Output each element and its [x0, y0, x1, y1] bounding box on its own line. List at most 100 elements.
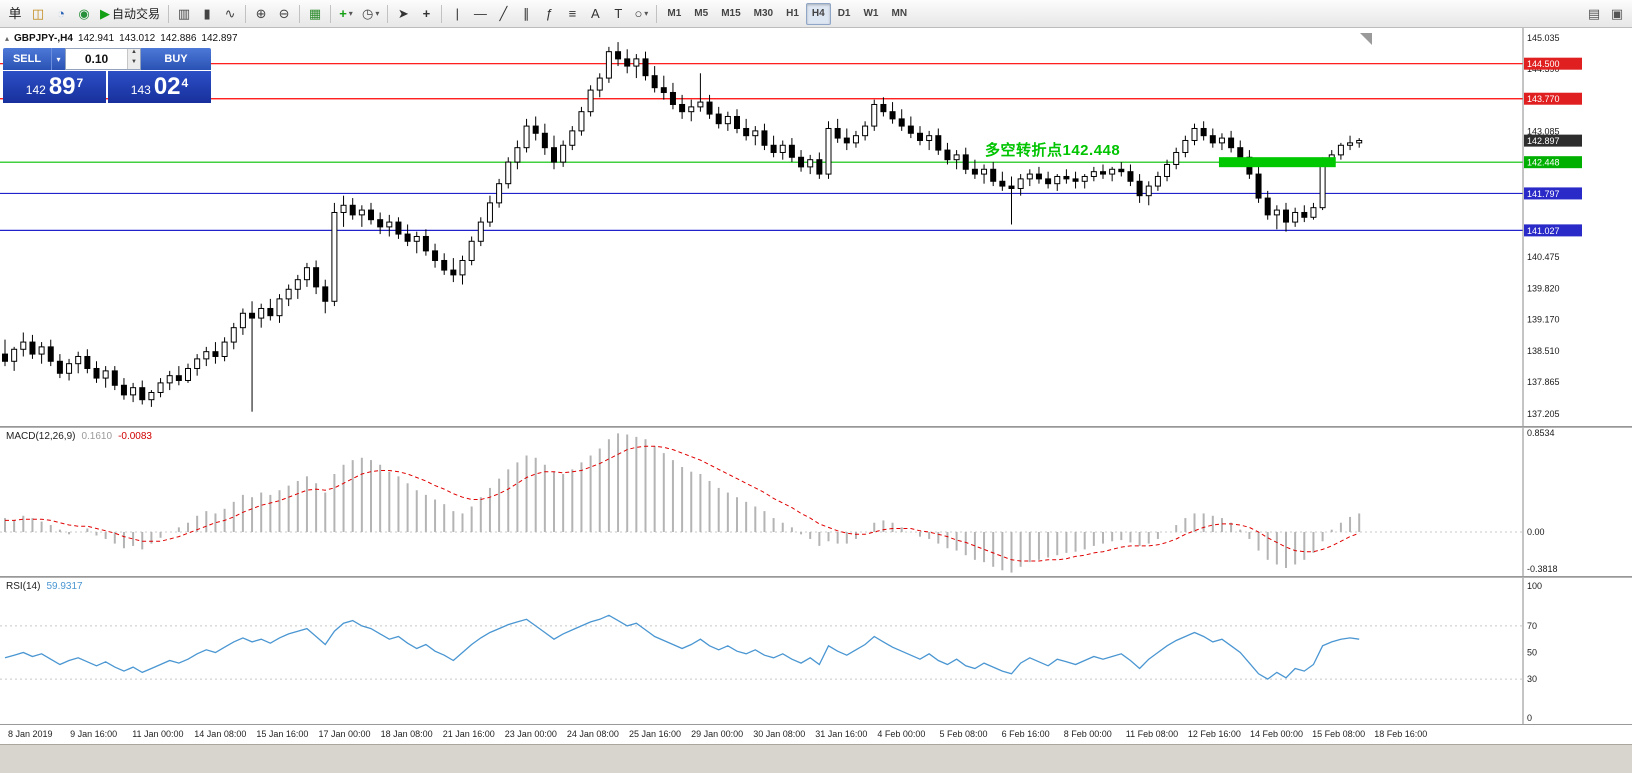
svg-text:143.085: 143.085 — [1527, 127, 1560, 137]
tf-m5-button[interactable]: M5 — [688, 3, 714, 25]
arrows-icon-glyph: ○ — [634, 6, 643, 21]
bid-prefix: 142 — [25, 83, 46, 97]
svg-text:137.865: 137.865 — [1527, 377, 1560, 387]
new-order-button[interactable]: 单 — [4, 3, 26, 25]
toolbar-separator — [168, 4, 170, 23]
time-axis-label: 8 Feb 00:00 — [1063, 729, 1112, 739]
macd-canvas[interactable]: 0.8534 0.00 -0.3818 — [0, 428, 1632, 576]
price-level-badge[interactable]: 144.500 — [1524, 57, 1582, 70]
strategy-tester-icon[interactable]: ◉ — [73, 3, 95, 25]
charts-window-icon[interactable]: ◫ — [27, 3, 49, 25]
price-level-badge[interactable]: 142.448 — [1524, 156, 1582, 169]
price-level-badge[interactable]: 141.027 — [1524, 224, 1582, 237]
ohlc-high: 143.012 — [119, 33, 156, 44]
chart-properties-icon[interactable]: ▣ — [1606, 3, 1628, 25]
indicators-icon[interactable]: + ▾ — [335, 3, 357, 25]
arrows-icon[interactable]: ○ ▾ — [630, 3, 652, 25]
scroll-marker-icon[interactable] — [1360, 33, 1372, 45]
chevron-down-icon: ▾ — [644, 9, 649, 18]
zoom-out-icon-glyph: ⊖ — [278, 6, 290, 21]
bid-price-display[interactable]: 142 89 7 — [3, 71, 106, 103]
panel-splitter[interactable] — [0, 426, 1632, 428]
charts-window-icon-glyph: ◫ — [31, 6, 45, 21]
trendline-icon[interactable]: ╱ — [492, 3, 514, 25]
indicators-icon-glyph: + — [339, 6, 347, 21]
tf-w1-button[interactable]: W1 — [857, 3, 884, 25]
market-watch-icon[interactable]: ◔ — [50, 3, 72, 25]
panel-splitter[interactable] — [0, 576, 1632, 578]
tf-h4-button[interactable]: H4 — [805, 2, 831, 25]
ask-price-display[interactable]: 143 02 4 — [108, 71, 211, 103]
price-chart-canvas[interactable]: 145.035144.390143.085140.475139.820139.1… — [0, 28, 1632, 426]
candlestick-chart-icon[interactable]: ▮ — [196, 3, 218, 25]
trade-options-dropdown[interactable]: ▾ — [51, 48, 65, 70]
line-chart-icon[interactable]: ∿ — [219, 3, 241, 25]
text-label-icon-glyph: T — [614, 6, 623, 21]
level-lines[interactable] — [0, 63, 1523, 231]
rsi-canvas[interactable]: 100 70 50 30 0 — [0, 578, 1632, 724]
volume-down-icon[interactable]: ▼ — [128, 59, 140, 69]
cursor-icon[interactable]: ➤ — [392, 3, 414, 25]
macd-panel[interactable]: 0.8534 0.00 -0.3818 MACD(12,26,9) 0.1610 -… — [0, 428, 1632, 576]
time-axis[interactable]: 8 Jan 2019 9 Jan 16:00 11 Jan 00:00 14 Jan … — [0, 724, 1632, 744]
rsi-name: RSI(14) — [6, 581, 41, 592]
channel-icon-glyph: ∥ — [523, 6, 530, 21]
candlestick-chart-icon-glyph: ▮ — [203, 6, 211, 21]
rsi-panel[interactable]: 100 70 50 30 0 RSI(14) 59.9317 — [0, 578, 1632, 724]
collapse-panel-icon[interactable]: ▴ — [5, 34, 10, 43]
volume-up-icon[interactable]: ▲ — [128, 49, 140, 59]
text-label-icon[interactable]: T — [607, 3, 629, 25]
svg-text:137.205: 137.205 — [1527, 409, 1560, 419]
periods-icon[interactable]: ◷ ▾ — [358, 3, 383, 25]
ask-pipette: 4 — [181, 76, 189, 90]
rsi-label: RSI(14) 59.9317 — [6, 581, 83, 592]
volume-stepper[interactable]: ▲ ▼ — [127, 49, 140, 69]
sell-button[interactable]: SELL — [3, 48, 51, 70]
current-price-badge[interactable]: 142.897 — [1524, 134, 1582, 147]
vline-icon[interactable]: | — [446, 3, 468, 25]
zoom-in-icon[interactable]: ⊕ — [250, 3, 272, 25]
candles — [2, 42, 1363, 412]
svg-text:140.475: 140.475 — [1527, 252, 1560, 262]
text-icon[interactable]: A — [584, 3, 606, 25]
vline-icon-glyph: | — [455, 6, 460, 21]
tf-m30-button[interactable]: M30 — [748, 3, 779, 25]
crosshair-icon[interactable]: + — [415, 3, 437, 25]
zoom-out-icon[interactable]: ⊖ — [273, 3, 295, 25]
tf-m1-button[interactable]: M1 — [661, 3, 687, 25]
price-level-badge[interactable]: 141.797 — [1524, 187, 1582, 200]
time-axis-label: 8 Jan 2019 — [8, 729, 53, 739]
time-axis-label: 18 Jan 08:00 — [380, 729, 433, 739]
svg-text:145.035: 145.035 — [1527, 33, 1560, 43]
buy-button[interactable]: BUY — [141, 48, 211, 70]
trendline-icon-glyph: ╱ — [499, 6, 508, 21]
toolbar-separator — [245, 4, 247, 23]
support-zone-highlight[interactable] — [1218, 157, 1336, 168]
tf-m15-button[interactable]: M15 — [715, 3, 746, 25]
autotrading-button[interactable]: ▶ 自动交易 — [96, 3, 164, 25]
toolbar-separator — [441, 4, 443, 23]
tf-d1-button[interactable]: D1 — [832, 3, 857, 25]
tf-d1-button-label: D1 — [837, 8, 851, 19]
price-level-badge[interactable]: 143.770 — [1524, 92, 1582, 105]
svg-text:0: 0 — [1527, 713, 1532, 723]
time-axis-label: 17 Jan 00:00 — [318, 729, 371, 739]
price-chart-panel[interactable]: 145.035144.390143.085140.475139.820139.1… — [0, 28, 1632, 426]
tf-h1-button[interactable]: H1 — [780, 3, 805, 25]
hline-icon[interactable]: — — [469, 3, 491, 25]
svg-text:138.510: 138.510 — [1527, 346, 1560, 356]
tile-windows-icon[interactable]: ▦ — [304, 3, 326, 25]
channel-icon[interactable]: ∥ — [515, 3, 537, 25]
toolbar-separator — [330, 4, 332, 23]
tf-mn-button[interactable]: MN — [885, 3, 913, 25]
time-axis-label: 11 Feb 08:00 — [1125, 729, 1179, 739]
bar-chart-icon[interactable]: ▥ — [173, 3, 195, 25]
time-axis-label: 14 Feb 00:00 — [1250, 729, 1304, 739]
docking-icon[interactable]: ▤ — [1583, 3, 1605, 25]
grid-icon[interactable]: ≡ — [561, 3, 583, 25]
fibonacci-icon[interactable]: ƒ — [538, 3, 560, 25]
volume-input[interactable] — [66, 49, 127, 69]
chevron-down-icon: ▾ — [348, 9, 353, 18]
toolbar-separator — [299, 4, 301, 23]
